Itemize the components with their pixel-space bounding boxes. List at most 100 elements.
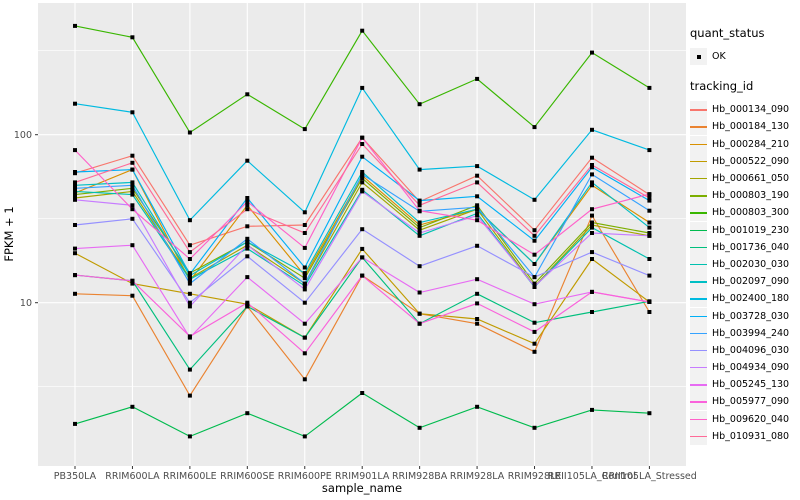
x-tick-label: RRIM928LE: [508, 471, 562, 482]
y-tick-label: 10: [20, 298, 32, 309]
legend: quant_status OK tracking_id Hb_000134_09…: [690, 26, 798, 445]
x-tick-label: RRIM901LA: [335, 471, 390, 482]
data-point-Hb_000134_090: [302, 223, 307, 227]
data-point-Hb_005977_090: [302, 351, 307, 356]
legend-key-line-icon: [690, 212, 707, 214]
data-point-Hb_002097_090: [73, 183, 77, 188]
data-point-Hb_002097_090: [590, 180, 594, 185]
legend-item-Hb_000803_300: Hb_000803_300: [690, 204, 798, 222]
x-tick-label: RRIM928LA: [450, 471, 505, 482]
legend-key-line-icon: [690, 109, 707, 111]
data-point-Hb_003728_030: [417, 198, 422, 203]
data-point-Hb_000134_090: [130, 153, 135, 158]
data-point-Hb_003728_030: [187, 272, 192, 277]
data-point-Hb_000522_090: [130, 281, 135, 286]
legend-key-box: [690, 204, 707, 222]
data-point-Hb_002030_030: [187, 277, 192, 282]
legend-item-label: Hb_003994_240: [712, 327, 790, 339]
data-point-Hb_000803_300: [360, 28, 365, 33]
data-point-Hb_009620_040: [187, 257, 192, 261]
data-point-Hb_009620_040: [532, 252, 537, 257]
legend-key-line-icon: [690, 246, 707, 249]
axis-tick-marks: [35, 134, 650, 469]
data-point-Hb_010931_080: [73, 180, 77, 185]
data-point-Hb_001736_040: [532, 320, 537, 325]
data-point-Hb_000284_210: [647, 220, 652, 225]
data-point-Hb_003728_030: [532, 238, 537, 243]
legend-item-label: Hb_000661_050: [712, 173, 790, 185]
data-point-Hb_001019_230: [647, 411, 652, 416]
legend-key-line-icon: [690, 349, 707, 352]
data-point-Hb_002030_030: [245, 246, 250, 251]
data-point-Hb_000803_190: [73, 192, 77, 197]
data-point-Hb_004934_090: [417, 231, 422, 235]
legend-item-label: Hb_009620_040: [712, 413, 790, 425]
legend-key-box: [690, 376, 707, 394]
legend-item-label: Hb_002400_180: [712, 293, 790, 305]
legend-key-box: [690, 393, 707, 411]
data-point-Hb_003728_030: [360, 154, 365, 159]
data-point-Hb_010931_080: [532, 233, 537, 238]
data-point-Hb_005245_130: [73, 246, 77, 251]
data-point-Hb_003994_240: [73, 186, 77, 191]
data-point-Hb_003994_240: [590, 172, 594, 177]
data-point-Hb_004096_030: [302, 300, 307, 305]
data-point-Hb_003728_030: [302, 265, 307, 270]
data-point-Hb_004934_090: [360, 189, 365, 194]
data-point-Hb_000134_090: [590, 155, 594, 160]
data-point-Hb_005977_090: [73, 273, 77, 278]
data-point-Hb_002030_030: [475, 211, 480, 216]
data-point-Hb_004096_030: [130, 216, 135, 221]
black-square-point-icon: [696, 54, 701, 60]
legend-item-Hb_002097_090: Hb_002097_090: [690, 273, 798, 291]
data-point-Hb_002030_030: [590, 225, 594, 230]
data-point-Hb_010931_080: [130, 160, 135, 165]
data-point-Hb_002097_090: [130, 180, 135, 185]
data-point-Hb_009620_040: [302, 245, 307, 250]
data-point-Hb_000522_090: [360, 246, 365, 251]
data-point-Hb_000284_210: [245, 203, 250, 208]
data-point-Hb_002097_090: [647, 225, 652, 230]
data-point-Hb_000522_090: [590, 257, 594, 261]
data-point-Hb_010931_080: [302, 231, 307, 235]
legend-title-tracking-id: tracking_id: [690, 79, 754, 94]
legend-item-Hb_001736_040: Hb_001736_040: [690, 238, 798, 256]
data-point-Hb_001736_040: [245, 304, 250, 309]
data-point-Hb_003994_240: [130, 183, 135, 188]
data-point-Hb_000284_210: [590, 183, 594, 188]
legend-key-line-icon: [690, 229, 707, 231]
legend-key-line-icon: [690, 160, 707, 163]
x-tick-label: RRII105LA_Control: [548, 471, 636, 482]
legend-key-line-icon: [690, 332, 707, 335]
data-point-Hb_000803_300: [187, 130, 192, 135]
data-point-Hb_002400_180: [73, 101, 77, 106]
y-axis-title: FPKM + 1: [2, 206, 16, 261]
x-axis-tick-labels: PB350LA RRIM600LA RRIM600LE RRIM600SE RRIM60…: [54, 471, 697, 482]
data-point-Hb_002400_180: [360, 85, 365, 90]
data-point-Hb_009620_040: [475, 218, 480, 223]
legend-item-label: Hb_001736_040: [712, 241, 790, 253]
data-point-Hb_002030_030: [417, 233, 422, 238]
data-point-Hb_001019_230: [417, 425, 422, 430]
data-point-Hb_003728_030: [647, 198, 652, 203]
data-point-Hb_002097_090: [245, 239, 250, 244]
data-point-Hb_010931_080: [187, 250, 192, 255]
data-point-Hb_009620_040: [417, 208, 422, 213]
legend-item-label: Hb_000284_210: [712, 138, 790, 150]
data-point-Hb_000803_190: [302, 276, 307, 281]
data-point-Hb_000184_130: [590, 213, 594, 218]
x-tick-label: RRIM600PE: [278, 471, 332, 482]
legend-item-label: Hb_000184_130: [712, 121, 790, 133]
data-point-Hb_000803_300: [647, 85, 652, 90]
legend-item-Hb_000803_190: Hb_000803_190: [690, 187, 798, 205]
legend-item-Hb_003994_240: Hb_003994_240: [690, 324, 798, 342]
legend-item-Hb_005245_130: Hb_005245_130: [690, 376, 798, 394]
legend-item-Hb_005977_090: Hb_005977_090: [690, 393, 798, 411]
data-point-Hb_002400_180: [647, 148, 652, 153]
x-tick-label: RRIM928BA: [392, 471, 448, 482]
legend-key-box: [690, 255, 707, 273]
data-point-Hb_000803_300: [302, 127, 307, 132]
data-point-Hb_009620_040: [647, 192, 652, 197]
legend-item-ok: OK: [690, 48, 798, 66]
data-point-Hb_004096_030: [187, 300, 192, 305]
